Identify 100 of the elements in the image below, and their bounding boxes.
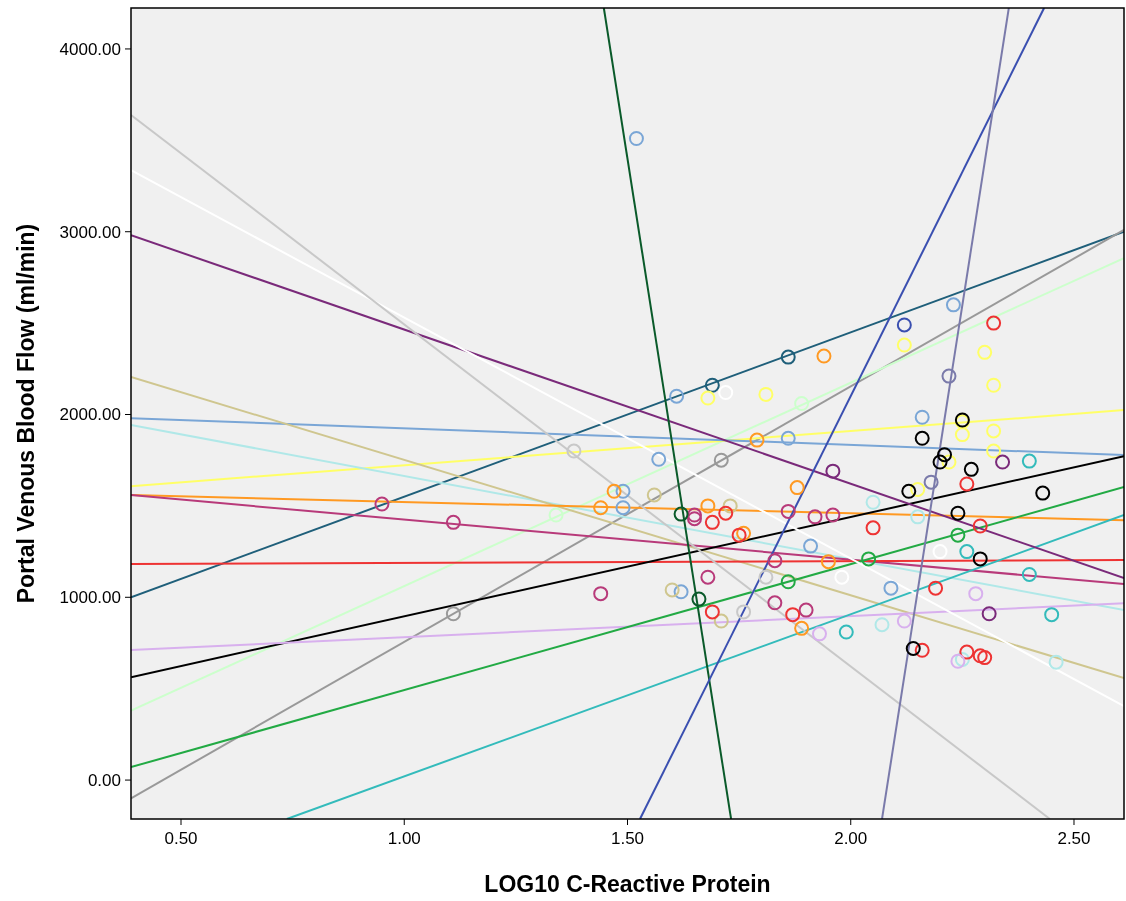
point: [986, 423, 1002, 439]
point: [736, 525, 752, 541]
point: [749, 432, 765, 448]
point: [995, 454, 1011, 470]
point: [972, 518, 988, 534]
x-tick-label: 1.50: [610, 829, 645, 848]
y-tick-label: 2000.00: [59, 405, 121, 425]
point: [731, 527, 747, 543]
point: [700, 498, 716, 514]
point: [959, 644, 975, 660]
point: [794, 620, 810, 636]
point: [896, 317, 912, 333]
point: [986, 443, 1002, 459]
point: [445, 514, 461, 530]
point: [834, 569, 850, 585]
point: [972, 551, 988, 567]
x-axis-title: LOG10 C-Reactive Protein: [484, 871, 771, 897]
x-tick-label: 2.00: [834, 829, 868, 848]
point: [767, 595, 783, 611]
point: [713, 613, 729, 629]
point: [816, 348, 832, 364]
point: [865, 520, 881, 536]
point: [905, 640, 921, 656]
point: [1021, 453, 1037, 469]
point: [718, 385, 734, 401]
point: [593, 586, 609, 602]
point: [959, 476, 975, 492]
x-tick-label: 0.50: [164, 829, 198, 848]
point: [950, 527, 966, 543]
point: [686, 507, 702, 523]
point: [874, 617, 890, 633]
point: [780, 430, 796, 446]
point: [914, 430, 930, 446]
point: [803, 538, 819, 554]
point: [941, 368, 957, 384]
point: [785, 607, 801, 623]
point: [932, 454, 948, 470]
point: [945, 297, 961, 313]
point: [954, 427, 970, 443]
point: [691, 591, 707, 607]
point: [972, 648, 988, 664]
point: [615, 483, 631, 499]
x-tick-label: 1.00: [387, 829, 421, 848]
point: [977, 650, 993, 666]
point: [861, 551, 877, 567]
point: [673, 506, 689, 522]
point: [798, 602, 814, 618]
point: [606, 483, 622, 499]
y-tick-label: 1000.00: [59, 588, 121, 608]
point: [883, 580, 899, 596]
point: [865, 494, 881, 510]
point: [928, 580, 944, 596]
point: [704, 604, 720, 620]
point: [780, 349, 796, 365]
point: [780, 574, 796, 590]
y-tick-label: 0.00: [87, 771, 121, 791]
point: [445, 606, 461, 622]
point: [963, 461, 979, 477]
point: [566, 443, 582, 459]
point: [1048, 654, 1064, 670]
point: [713, 452, 729, 468]
point: [977, 344, 993, 360]
point: [901, 483, 917, 499]
point: [986, 315, 1002, 331]
point: [981, 606, 997, 622]
point: [932, 544, 948, 560]
point: [758, 386, 774, 402]
point: [548, 507, 564, 523]
point: [941, 454, 957, 470]
point: [807, 509, 823, 525]
point: [767, 553, 783, 569]
point: [959, 544, 975, 560]
point: [914, 642, 930, 658]
point: [954, 651, 970, 667]
y-axis-title: Portal Venous Blood Flow (ml/min): [13, 223, 39, 604]
point: [896, 613, 912, 629]
point: [673, 584, 689, 600]
point: [704, 377, 720, 393]
point: [896, 337, 912, 353]
point: [923, 474, 939, 490]
point: [780, 503, 796, 519]
point: [593, 500, 609, 516]
point: [700, 390, 716, 406]
point: [825, 463, 841, 479]
point: [1035, 485, 1051, 501]
point: [789, 480, 805, 496]
point: [669, 388, 685, 404]
point: [628, 131, 644, 147]
point: [986, 377, 1002, 393]
point: [736, 604, 752, 620]
x-tick-label: 2.50: [1057, 829, 1091, 848]
point: [950, 505, 966, 521]
point: [950, 653, 966, 669]
point: [664, 582, 680, 598]
point: [615, 500, 631, 516]
point: [704, 514, 720, 530]
point: [1044, 607, 1060, 623]
point: [700, 569, 716, 585]
point: [838, 624, 854, 640]
point: [820, 554, 836, 570]
